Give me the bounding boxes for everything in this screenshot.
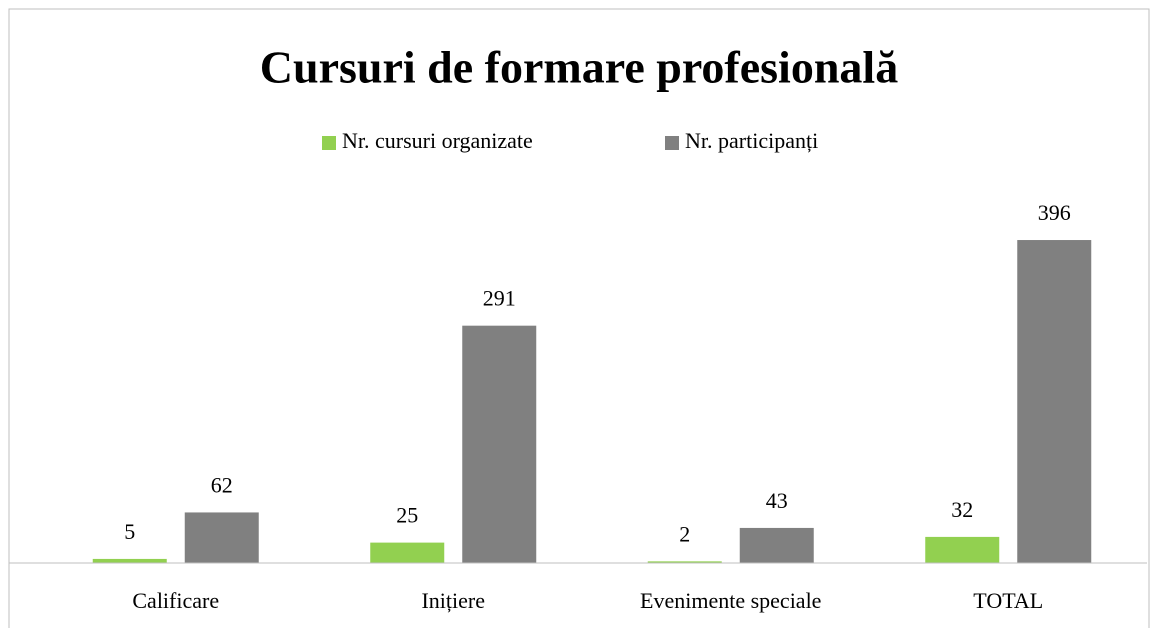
bar [370,542,445,563]
bar [647,561,722,563]
bar [184,512,259,563]
bar [925,536,1000,563]
legend-swatch [322,136,336,150]
x-tick-label: Calificare [132,588,219,613]
data-label: 32 [951,497,973,522]
bar [739,527,814,563]
x-tick-label: TOTAL [973,588,1043,613]
chart-title: Cursuri de formare profesională [260,42,898,93]
data-label: 43 [766,488,788,513]
data-label: 5 [124,519,135,544]
bar [1017,240,1092,564]
x-tick-label: Inițiere [421,588,485,613]
legend-label: Nr. cursuri organizate [342,128,533,153]
data-label: 2 [679,521,690,546]
data-label: 62 [211,472,233,497]
data-label: 25 [396,503,418,528]
bar [462,325,537,563]
data-label: 396 [1038,200,1071,225]
x-tick-label: Evenimente speciale [640,588,821,613]
chart-border [8,8,1150,628]
legend-label: Nr. participanți [685,128,818,153]
legend-swatch [665,136,679,150]
bar [92,558,167,563]
data-label: 291 [483,286,516,311]
